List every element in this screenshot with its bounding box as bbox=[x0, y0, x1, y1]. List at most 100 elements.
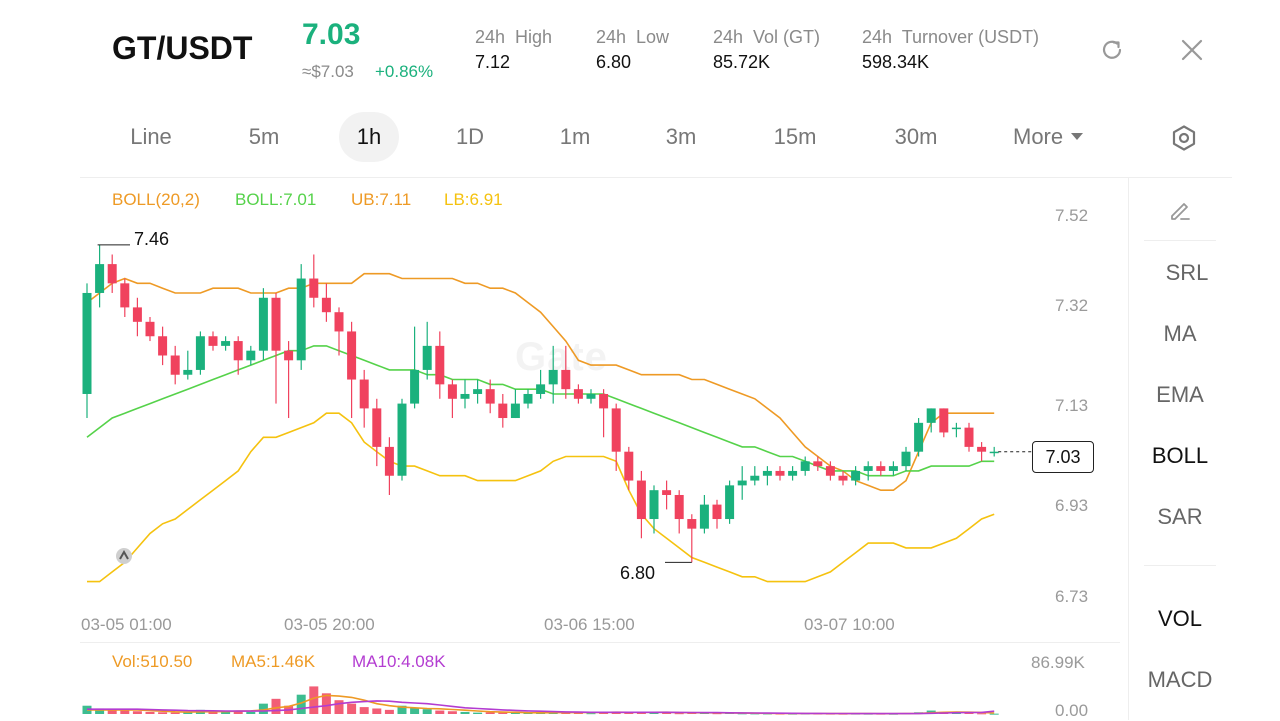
time-tick: 03-05 20:00 bbox=[284, 615, 375, 634]
candle-body bbox=[132, 307, 142, 322]
candle-body bbox=[347, 331, 357, 380]
volume-bar bbox=[384, 709, 394, 714]
candle-down bbox=[825, 461, 835, 481]
indicator-macd[interactable]: MACD bbox=[1147, 667, 1213, 692]
volume-ma10-line bbox=[87, 700, 995, 715]
candle-body bbox=[422, 345, 432, 370]
candle-body bbox=[813, 461, 823, 467]
candle-body bbox=[195, 336, 205, 370]
tab-5m[interactable]: 5m bbox=[248, 124, 280, 149]
low-marker-label: 6.80 bbox=[620, 563, 656, 583]
price-tick: 7.32 bbox=[1055, 296, 1089, 315]
indicator-srl[interactable]: SRL bbox=[1165, 260, 1209, 285]
draw-pencil-icon[interactable] bbox=[1162, 192, 1198, 228]
volume-bar bbox=[321, 693, 331, 714]
candle-body bbox=[548, 369, 558, 385]
candle-body bbox=[649, 490, 659, 520]
candle-up bbox=[548, 345, 558, 404]
candle-up bbox=[800, 456, 810, 476]
candle-down bbox=[347, 321, 357, 419]
volume-bar bbox=[473, 712, 483, 714]
candlestick-chart[interactable] bbox=[0, 0, 1128, 720]
tab-3m[interactable]: 3m bbox=[665, 124, 697, 149]
settings-icon[interactable] bbox=[1166, 120, 1202, 156]
tab-30m[interactable]: 30m bbox=[894, 124, 938, 149]
candle-down bbox=[145, 317, 155, 342]
chart-nav-icon[interactable] bbox=[108, 540, 140, 572]
close-icon[interactable] bbox=[1174, 32, 1210, 68]
candle-down bbox=[107, 254, 117, 293]
candle-down bbox=[838, 470, 848, 486]
volume-bar bbox=[573, 712, 583, 714]
more-dropdown[interactable]: More bbox=[1013, 112, 1084, 162]
indicator-vol[interactable]: VOL bbox=[1157, 606, 1203, 631]
tab-1d[interactable]: 1D bbox=[455, 124, 485, 149]
candle-body bbox=[258, 297, 268, 351]
candle-body bbox=[170, 355, 180, 375]
candle-down bbox=[636, 470, 646, 539]
candle-down bbox=[384, 437, 394, 495]
candle-up bbox=[221, 336, 231, 351]
stat-turnover-label: 24h Turnover (USDT) bbox=[862, 27, 1040, 47]
candle-body bbox=[699, 504, 709, 529]
time-tick: 03-05 01:00 bbox=[81, 615, 172, 634]
candle-body bbox=[183, 369, 193, 375]
candle-body bbox=[939, 408, 949, 433]
candle-body bbox=[926, 408, 936, 423]
candle-body bbox=[750, 475, 760, 481]
candle-up bbox=[737, 466, 747, 500]
candle-down bbox=[624, 446, 634, 491]
candle-body bbox=[246, 350, 256, 361]
candle-body bbox=[674, 494, 684, 520]
candle-body bbox=[888, 466, 898, 471]
indicator-ema[interactable]: EMA bbox=[1156, 382, 1204, 407]
volume-bar bbox=[309, 686, 319, 714]
candle-body bbox=[158, 336, 168, 356]
tab-15m[interactable]: 15m bbox=[773, 124, 817, 149]
candle-down bbox=[170, 345, 180, 385]
candle-body bbox=[599, 393, 609, 409]
candle-down bbox=[561, 345, 571, 399]
indicator-sar[interactable]: SAR bbox=[1157, 504, 1203, 529]
tab-line[interactable]: Line bbox=[130, 124, 172, 149]
volume-bar bbox=[624, 712, 634, 714]
price-tick: 6.73 bbox=[1055, 587, 1089, 606]
tab-1m[interactable]: 1m bbox=[559, 124, 591, 149]
candle-body bbox=[334, 312, 344, 332]
indicator-ma[interactable]: MA bbox=[1163, 321, 1197, 346]
candle-body bbox=[951, 427, 961, 430]
volume-bar bbox=[977, 713, 987, 715]
volume-bar bbox=[662, 712, 672, 714]
volume-bar bbox=[246, 711, 256, 714]
candle-body bbox=[586, 393, 596, 399]
volume-divider bbox=[80, 642, 1120, 643]
indicator-boll[interactable]: BOLL bbox=[1151, 443, 1209, 468]
candle-body bbox=[485, 389, 495, 404]
vol-ma5: MA5:1.46K bbox=[231, 652, 316, 671]
candle-up bbox=[183, 350, 193, 380]
header-divider bbox=[80, 177, 1232, 178]
volume-bar bbox=[422, 709, 432, 714]
candle-body bbox=[737, 480, 747, 486]
candle-body bbox=[636, 480, 646, 520]
caret-down-icon bbox=[1071, 133, 1084, 140]
candle-down bbox=[712, 499, 722, 529]
volume-bar bbox=[145, 711, 155, 714]
pair-title: GT/USDT bbox=[112, 30, 253, 66]
volume-bar bbox=[460, 711, 470, 714]
candle-up bbox=[82, 283, 92, 419]
candle-body bbox=[447, 384, 457, 399]
candle-down bbox=[359, 369, 369, 428]
more-label: More bbox=[1013, 124, 1064, 149]
refresh-icon[interactable] bbox=[1094, 32, 1130, 68]
candle-up bbox=[195, 331, 205, 375]
candle-down bbox=[372, 398, 382, 467]
tab-1h[interactable]: 1h bbox=[339, 112, 399, 162]
stat-turnover-value: 598.34K bbox=[862, 52, 930, 72]
candle-up bbox=[863, 461, 873, 481]
boll-ub: UB:7.11 bbox=[351, 190, 412, 209]
candle-body bbox=[825, 466, 835, 476]
candle-body bbox=[901, 451, 911, 467]
volume-bar bbox=[359, 707, 369, 714]
price-tick: 6.93 bbox=[1055, 496, 1089, 515]
